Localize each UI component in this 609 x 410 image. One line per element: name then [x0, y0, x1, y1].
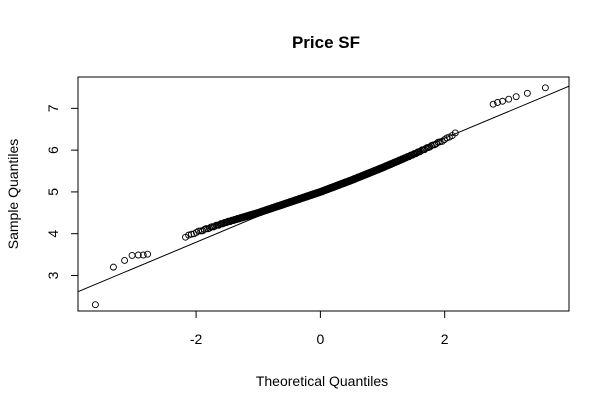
data-point — [512, 93, 520, 101]
data-point — [121, 256, 129, 264]
data-point — [215, 221, 223, 229]
x-tick-label: -2 — [190, 331, 203, 347]
x-axis-label: Theoretical Quantiles — [256, 373, 388, 389]
chart-title: Price SF — [292, 33, 360, 52]
data-point — [134, 251, 142, 259]
data-point — [523, 89, 531, 97]
data-point — [541, 84, 549, 92]
data-point — [489, 100, 497, 108]
y-tick-label: 4 — [45, 230, 61, 238]
data-point — [139, 251, 147, 259]
y-tick-label: 5 — [45, 188, 61, 196]
x-axis: -2 0 2 — [190, 310, 449, 347]
data-point — [128, 251, 136, 259]
y-axis-label: Sample Quantiles — [5, 139, 21, 250]
data-point — [109, 263, 117, 271]
data-point — [494, 99, 501, 106]
data-point — [505, 95, 513, 103]
data-point — [187, 230, 195, 238]
data-point — [144, 250, 152, 258]
y-tick-label: 3 — [45, 271, 61, 279]
data-points — [91, 84, 549, 309]
reference-line — [78, 85, 569, 293]
y-tick-label: 6 — [45, 146, 61, 154]
data-point — [499, 97, 506, 105]
data-point — [422, 144, 430, 152]
reference-line-group — [78, 85, 569, 293]
y-tick-label: 7 — [45, 104, 61, 112]
y-axis: 3 4 5 6 7 — [45, 104, 79, 279]
x-tick-label: 2 — [441, 331, 449, 347]
x-tick-label: 0 — [316, 331, 324, 347]
data-point — [438, 137, 446, 145]
data-point — [432, 140, 440, 148]
data-point — [91, 301, 99, 309]
